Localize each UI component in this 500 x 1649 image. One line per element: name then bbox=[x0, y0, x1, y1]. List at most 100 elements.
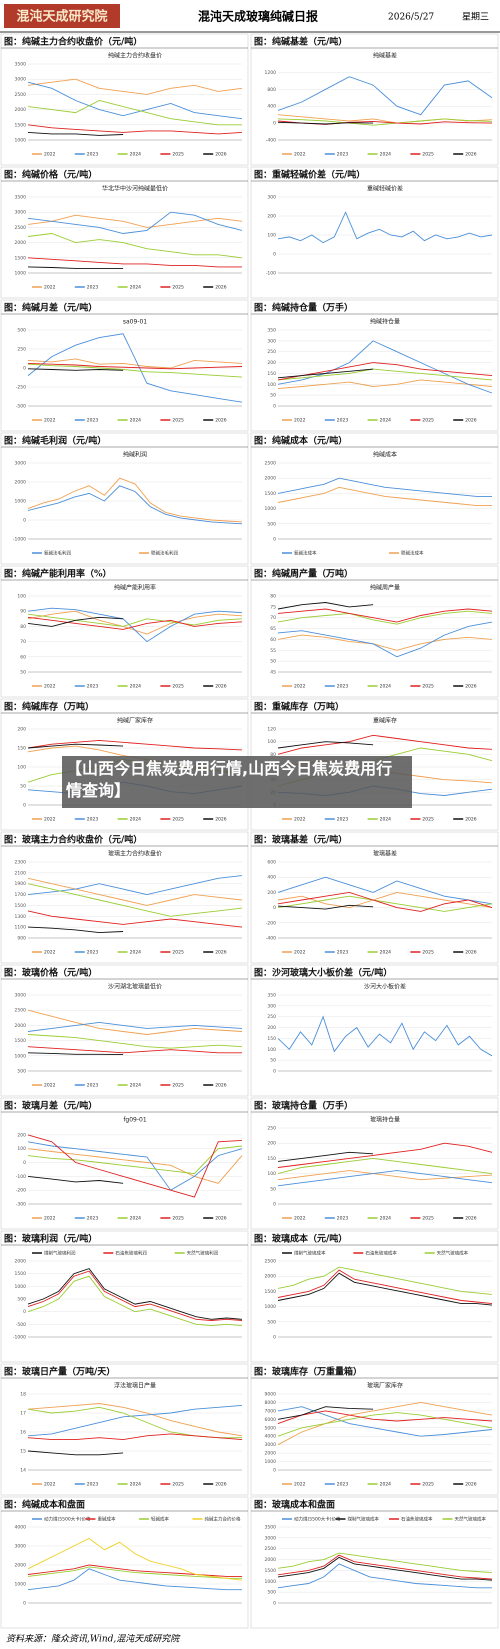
series-line bbox=[27, 1134, 243, 1198]
y-tick-label: 1500 bbox=[265, 491, 277, 497]
y-tick-label: 100 bbox=[17, 1146, 26, 1152]
chart-title: 纯碱产能利用率 bbox=[114, 584, 156, 592]
chart-panel: 图：纯碱成本和盘面 0 1000 2000 3000 4000 动力煤(5500大卡)价格重… bbox=[0, 1496, 249, 1629]
y-tick-label: 400 bbox=[267, 875, 276, 881]
panel-title: 图：纯碱主力合约收盘价（元/吨） bbox=[4, 36, 142, 48]
legend-label: 煤制气玻璃成本 bbox=[348, 1516, 380, 1523]
legend-label: 重碱成本 bbox=[98, 1516, 116, 1523]
series-line bbox=[277, 1552, 493, 1574]
source-note: 资料来源：隆众资讯,Wind,混沌天成研究院 bbox=[6, 1634, 181, 1645]
y-tick-label: 55 bbox=[270, 648, 276, 654]
legend-label: 石油焦玻璃利润 bbox=[115, 1250, 147, 1257]
y-tick-label: 80 bbox=[20, 624, 26, 630]
y-tick-label: 200 bbox=[17, 1132, 26, 1138]
legend-label: 2025 bbox=[422, 817, 434, 823]
y-tick-label: 2500 bbox=[15, 225, 27, 231]
y-tick-label: 500 bbox=[17, 1297, 26, 1303]
series-line bbox=[277, 1556, 493, 1581]
chart-title: 纯碱厂家库存 bbox=[117, 717, 153, 725]
y-tick-label: 1100 bbox=[15, 925, 27, 931]
chart-panel: 图：纯碱持仓量（万手） 纯碱持仓量 0 50 100 150 200 250 300 350 202… bbox=[250, 299, 499, 432]
y-tick-label: 9000 bbox=[265, 1392, 277, 1398]
series-line bbox=[27, 124, 243, 135]
legend-label: 2026 bbox=[465, 152, 477, 158]
y-tick-label: 3000 bbox=[15, 210, 27, 216]
legend-label: 2023 bbox=[337, 817, 349, 823]
legend-label: 2024 bbox=[130, 950, 142, 956]
series-line bbox=[27, 910, 243, 928]
y-tick-label: 300 bbox=[267, 338, 276, 344]
series-line bbox=[27, 1021, 243, 1032]
panel-frame bbox=[0, 565, 249, 698]
y-tick-label: 250 bbox=[267, 1126, 276, 1132]
y-tick-label: 60 bbox=[270, 637, 276, 643]
series-line bbox=[27, 131, 124, 136]
y-tick-label: 60 bbox=[20, 654, 26, 660]
series-line bbox=[27, 78, 243, 95]
series-line bbox=[27, 257, 242, 268]
y-tick-label: -100 bbox=[266, 271, 276, 277]
series-line bbox=[27, 1404, 243, 1437]
y-tick-label: 1000 bbox=[15, 138, 27, 144]
panel-title: 图：玻璃基差（元/吨） bbox=[254, 834, 347, 846]
legend-label: 2026 bbox=[465, 950, 477, 956]
chart-panel: 图：纯碱毛利润（元/吨） 纯碱利润 -1000 0 1000 2000 3000 氨碱法毛利润… bbox=[0, 432, 249, 565]
chart-panel: 图：玻璃基差（元/吨） 玻璃基差 -400 -200 0 200 400 600 2022 202… bbox=[250, 831, 499, 964]
legend-label: 2026 bbox=[215, 1216, 227, 1222]
y-tick-label: 4000 bbox=[265, 1434, 277, 1440]
series-line bbox=[277, 891, 493, 912]
y-tick-label: 3500 bbox=[15, 62, 27, 68]
y-tick-label: -100 bbox=[16, 1174, 26, 1180]
series-line bbox=[27, 616, 124, 627]
series-line bbox=[27, 1145, 243, 1175]
legend-label: 2022 bbox=[294, 418, 306, 424]
y-tick-label: 100 bbox=[267, 1171, 276, 1177]
series-line bbox=[277, 602, 374, 610]
legend-label: 动力煤(5500大卡)价格 bbox=[294, 1516, 341, 1523]
series-line bbox=[277, 1269, 493, 1305]
y-tick-label: 100 bbox=[17, 765, 26, 771]
y-tick-label: 3000 bbox=[15, 77, 27, 83]
legend-label: 2023 bbox=[87, 285, 99, 291]
series-line bbox=[277, 608, 493, 623]
y-tick-label: 45 bbox=[270, 670, 276, 676]
panel-frame bbox=[0, 1363, 249, 1496]
series-line bbox=[277, 1157, 493, 1175]
legend-label: 2023 bbox=[337, 950, 349, 956]
panel-title: 图：玻璃成本和盘面 bbox=[254, 1499, 335, 1511]
legend-label: 2025 bbox=[422, 950, 434, 956]
legend-label: 2022 bbox=[44, 1482, 56, 1488]
series-line bbox=[27, 233, 243, 259]
y-tick-label: 200 bbox=[267, 360, 276, 366]
legend-label: 2026 bbox=[465, 1216, 477, 1222]
panel-frame bbox=[0, 1496, 249, 1629]
panel-title: 图：纯碱产能利用率（%） bbox=[4, 568, 112, 580]
y-tick-label: -1000 bbox=[13, 537, 26, 543]
panel-frame bbox=[250, 964, 499, 1097]
legend-label: 2024 bbox=[380, 1482, 392, 1488]
panel-title: 图：玻璃价格（元/吨） bbox=[4, 967, 97, 979]
panel-title: 图：重碱库存（万吨） bbox=[254, 701, 344, 713]
series-line bbox=[27, 211, 243, 234]
legend-label: 2025 bbox=[172, 418, 184, 424]
y-tick-label: 2500 bbox=[265, 1546, 277, 1552]
series-line bbox=[27, 1268, 243, 1320]
chart-title: 纯碱成本 bbox=[373, 451, 397, 459]
y-tick-label: 1500 bbox=[265, 1289, 277, 1295]
series-line bbox=[277, 211, 493, 244]
y-tick-label: 75 bbox=[270, 604, 276, 610]
y-tick-label: -400 bbox=[266, 138, 276, 144]
chart-title: 华北华中沙河纯碱最低价 bbox=[102, 185, 168, 193]
legend-label: 2025 bbox=[422, 152, 434, 158]
y-tick-label: 1000 bbox=[265, 1304, 277, 1310]
panel-title: 图：重碱轻碱价差（元/吨） bbox=[254, 169, 365, 181]
series-line bbox=[27, 1433, 243, 1441]
legend-label: 2024 bbox=[130, 1482, 142, 1488]
series-line bbox=[27, 1046, 242, 1054]
legend-label: 2023 bbox=[87, 684, 99, 690]
y-tick-label: 14 bbox=[20, 1468, 26, 1474]
y-tick-label: 150 bbox=[17, 746, 26, 752]
legend-label: 2025 bbox=[172, 1482, 184, 1488]
y-tick-label: 300 bbox=[267, 195, 276, 201]
y-tick-label: 0 bbox=[23, 1160, 26, 1166]
